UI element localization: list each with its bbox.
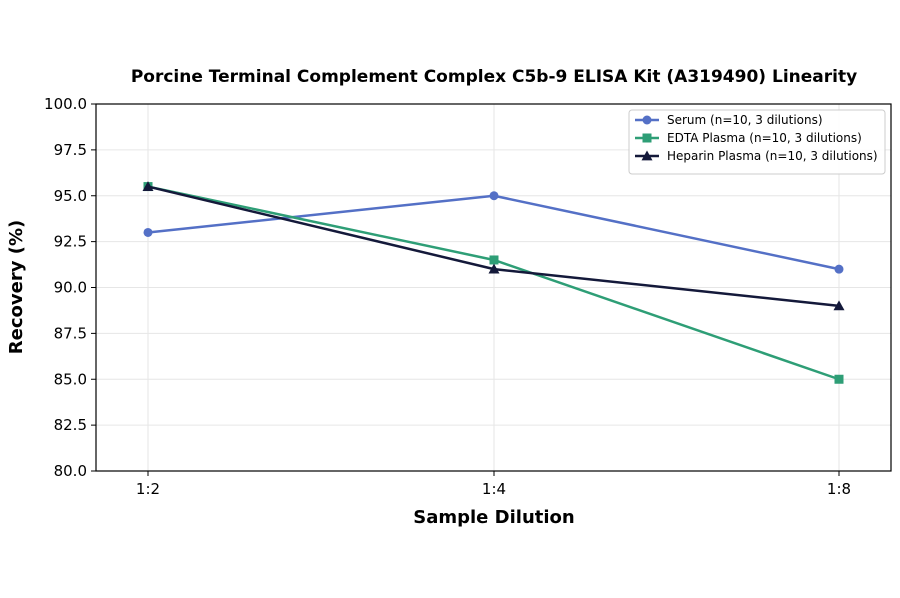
legend-label: Serum (n=10, 3 dilutions) [667,113,823,127]
data-point [142,181,154,191]
data-point [488,263,500,274]
series-0 [143,191,844,274]
legend-label: EDTA Plasma (n=10, 3 dilutions) [667,131,862,145]
axes: 80.0 82.5 85.0 87.5 90.0 92.5 95.0 97.5 100.0 1:2… [44,95,892,498]
y-tick-label: 95.0 [54,187,87,205]
y-tick-label: 80.0 [54,462,87,480]
x-tick-label: 1:8 [827,480,851,498]
data-point [834,374,844,384]
x-axis-label: Sample Dilution [413,507,574,528]
y-axis-label: Recovery (%) [6,220,27,354]
legend-label: Heparin Plasma (n=10, 3 dilutions) [667,149,878,163]
x-tick-label: 1:2 [136,480,160,498]
y-tick-label: 87.5 [54,324,87,342]
legend: Serum (n=10, 3 dilutions) EDTA Plasma (n=… [628,109,886,175]
y-tick-label: 97.5 [54,141,87,159]
data-point [489,255,499,265]
y-tick-label: 85.0 [54,370,87,388]
legend-item: Heparin Plasma (n=10, 3 dilutions) [635,149,878,163]
data-point [143,227,153,237]
plot-frame [95,103,892,472]
x-tick-label: 1:4 [482,480,506,498]
legend-item: EDTA Plasma (n=10, 3 dilutions) [635,131,862,145]
legend-item: Serum (n=10, 3 dilutions) [635,113,823,127]
y-tick-label: 100.0 [44,95,87,113]
series-2 [142,181,845,311]
legend-marker [642,115,652,125]
data-point [489,191,499,201]
y-tick-label: 92.5 [54,233,87,251]
data-point [833,300,845,311]
series-layer [142,181,845,384]
legend-marker [641,150,653,161]
y-tick-label: 82.5 [54,416,87,434]
data-point [834,264,844,274]
chart-title: Porcine Terminal Complement Complex C5b-… [131,67,857,87]
legend-marker [642,133,652,143]
y-tick-label: 90.0 [54,279,87,297]
legend-box [628,109,886,175]
